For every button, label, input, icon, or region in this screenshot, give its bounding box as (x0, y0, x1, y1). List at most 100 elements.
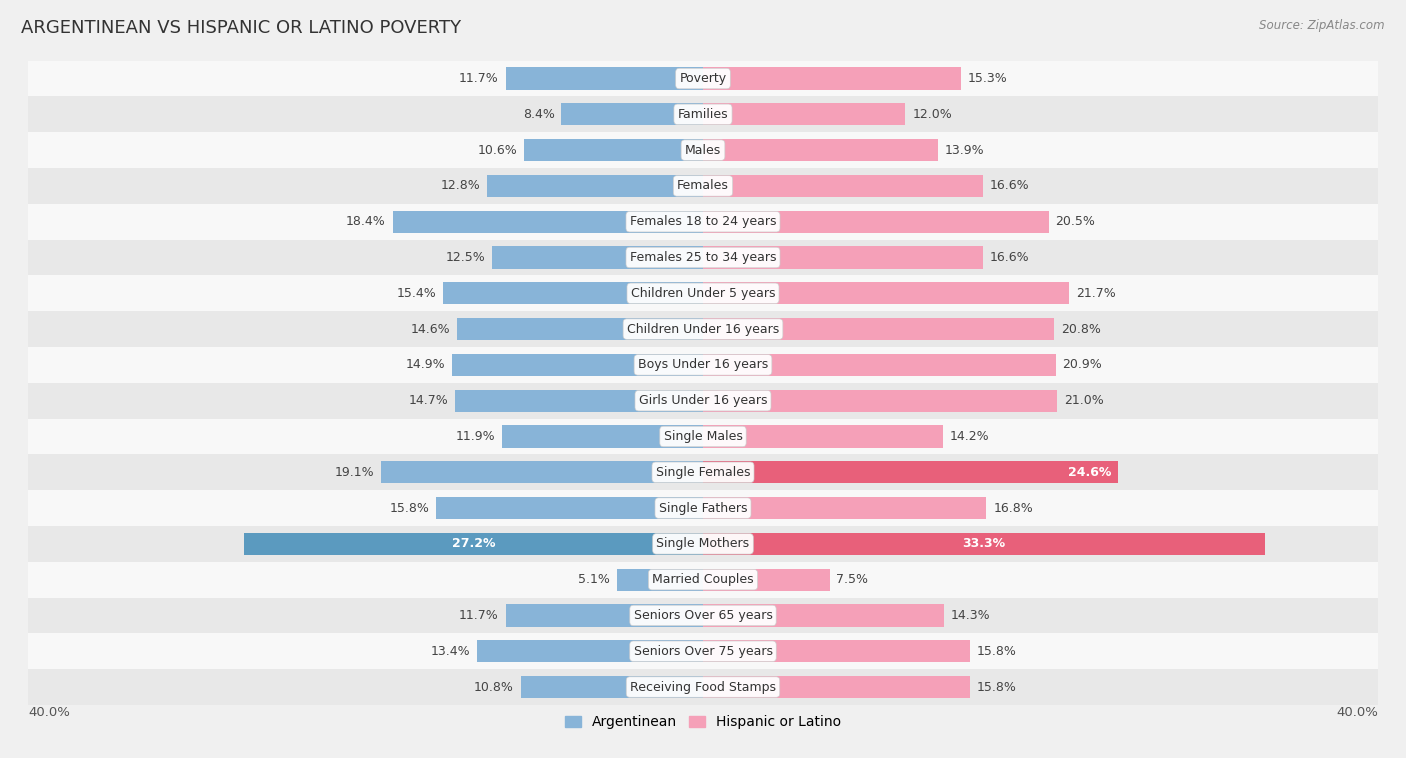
Text: 14.2%: 14.2% (949, 430, 988, 443)
Bar (457, 318, 703, 340)
Text: 24.6%: 24.6% (1069, 465, 1111, 479)
Text: Single Females: Single Females (655, 465, 751, 479)
Text: 16.8%: 16.8% (993, 502, 1033, 515)
Bar (451, 354, 703, 376)
Bar (28, 597, 1378, 634)
Text: 19.1%: 19.1% (335, 465, 374, 479)
Bar (436, 497, 703, 519)
Text: Source: ZipAtlas.com: Source: ZipAtlas.com (1260, 19, 1385, 32)
Bar (520, 676, 703, 698)
Text: Females: Females (678, 180, 728, 193)
Text: 33.3%: 33.3% (962, 537, 1005, 550)
Bar (28, 240, 1378, 275)
Bar (703, 676, 970, 698)
Bar (392, 211, 703, 233)
Text: 16.6%: 16.6% (990, 180, 1029, 193)
Text: Girls Under 16 years: Girls Under 16 years (638, 394, 768, 407)
Bar (28, 669, 1378, 705)
Text: 10.8%: 10.8% (474, 681, 515, 694)
Text: 8.4%: 8.4% (523, 108, 554, 121)
Bar (506, 604, 703, 627)
Text: Poverty: Poverty (679, 72, 727, 85)
Text: Seniors Over 65 years: Seniors Over 65 years (634, 609, 772, 622)
Text: 40.0%: 40.0% (1336, 706, 1378, 719)
Text: 15.3%: 15.3% (967, 72, 1008, 85)
Bar (703, 568, 830, 590)
Text: 20.9%: 20.9% (1063, 359, 1102, 371)
Text: Children Under 16 years: Children Under 16 years (627, 323, 779, 336)
Text: 12.5%: 12.5% (446, 251, 485, 264)
Bar (28, 312, 1378, 347)
Bar (703, 604, 945, 627)
Bar (703, 533, 1265, 555)
Legend: Argentinean, Hispanic or Latino: Argentinean, Hispanic or Latino (561, 711, 845, 734)
Text: 14.7%: 14.7% (409, 394, 449, 407)
Text: 27.2%: 27.2% (451, 537, 495, 550)
Bar (28, 454, 1378, 490)
Bar (703, 318, 1054, 340)
Text: 18.4%: 18.4% (346, 215, 385, 228)
Text: 14.9%: 14.9% (405, 359, 444, 371)
Bar (28, 275, 1378, 312)
Bar (456, 390, 703, 412)
Text: 10.6%: 10.6% (478, 143, 517, 157)
Bar (28, 490, 1378, 526)
Bar (703, 425, 942, 447)
Text: 11.7%: 11.7% (460, 609, 499, 622)
Bar (28, 347, 1378, 383)
Text: 21.7%: 21.7% (1076, 287, 1115, 300)
Bar (524, 139, 703, 161)
Text: Single Mothers: Single Mothers (657, 537, 749, 550)
Bar (381, 461, 703, 484)
Bar (703, 354, 1056, 376)
Text: Males: Males (685, 143, 721, 157)
Text: 12.8%: 12.8% (440, 180, 481, 193)
Text: 15.4%: 15.4% (396, 287, 436, 300)
Bar (492, 246, 703, 268)
Bar (28, 204, 1378, 240)
Text: 15.8%: 15.8% (389, 502, 430, 515)
Text: 21.0%: 21.0% (1064, 394, 1104, 407)
Bar (617, 568, 703, 590)
Bar (561, 103, 703, 125)
Bar (443, 282, 703, 305)
Bar (28, 562, 1378, 597)
Bar (28, 526, 1378, 562)
Text: Single Fathers: Single Fathers (659, 502, 747, 515)
Bar (703, 175, 983, 197)
Text: ARGENTINEAN VS HISPANIC OR LATINO POVERTY: ARGENTINEAN VS HISPANIC OR LATINO POVERT… (21, 19, 461, 37)
Bar (703, 67, 962, 89)
Bar (703, 139, 938, 161)
Bar (28, 418, 1378, 454)
Text: 14.6%: 14.6% (411, 323, 450, 336)
Text: 11.7%: 11.7% (460, 72, 499, 85)
Text: 5.1%: 5.1% (578, 573, 610, 586)
Text: Children Under 5 years: Children Under 5 years (631, 287, 775, 300)
Text: Families: Families (678, 108, 728, 121)
Bar (703, 461, 1118, 484)
Text: 13.9%: 13.9% (945, 143, 984, 157)
Text: 14.3%: 14.3% (950, 609, 991, 622)
Text: 12.0%: 12.0% (912, 108, 952, 121)
Text: 13.4%: 13.4% (430, 645, 470, 658)
Text: 15.8%: 15.8% (976, 681, 1017, 694)
Text: Married Couples: Married Couples (652, 573, 754, 586)
Bar (502, 425, 703, 447)
Bar (506, 67, 703, 89)
Text: Single Males: Single Males (664, 430, 742, 443)
Text: Seniors Over 75 years: Seniors Over 75 years (634, 645, 772, 658)
Bar (703, 497, 987, 519)
Text: 40.0%: 40.0% (28, 706, 70, 719)
Bar (486, 175, 703, 197)
Text: 11.9%: 11.9% (456, 430, 495, 443)
Bar (703, 390, 1057, 412)
Text: 16.6%: 16.6% (990, 251, 1029, 264)
Bar (28, 383, 1378, 418)
Bar (477, 641, 703, 662)
Bar (28, 168, 1378, 204)
Text: Receiving Food Stamps: Receiving Food Stamps (630, 681, 776, 694)
Text: Boys Under 16 years: Boys Under 16 years (638, 359, 768, 371)
Bar (245, 533, 703, 555)
Bar (703, 103, 905, 125)
Bar (703, 282, 1069, 305)
